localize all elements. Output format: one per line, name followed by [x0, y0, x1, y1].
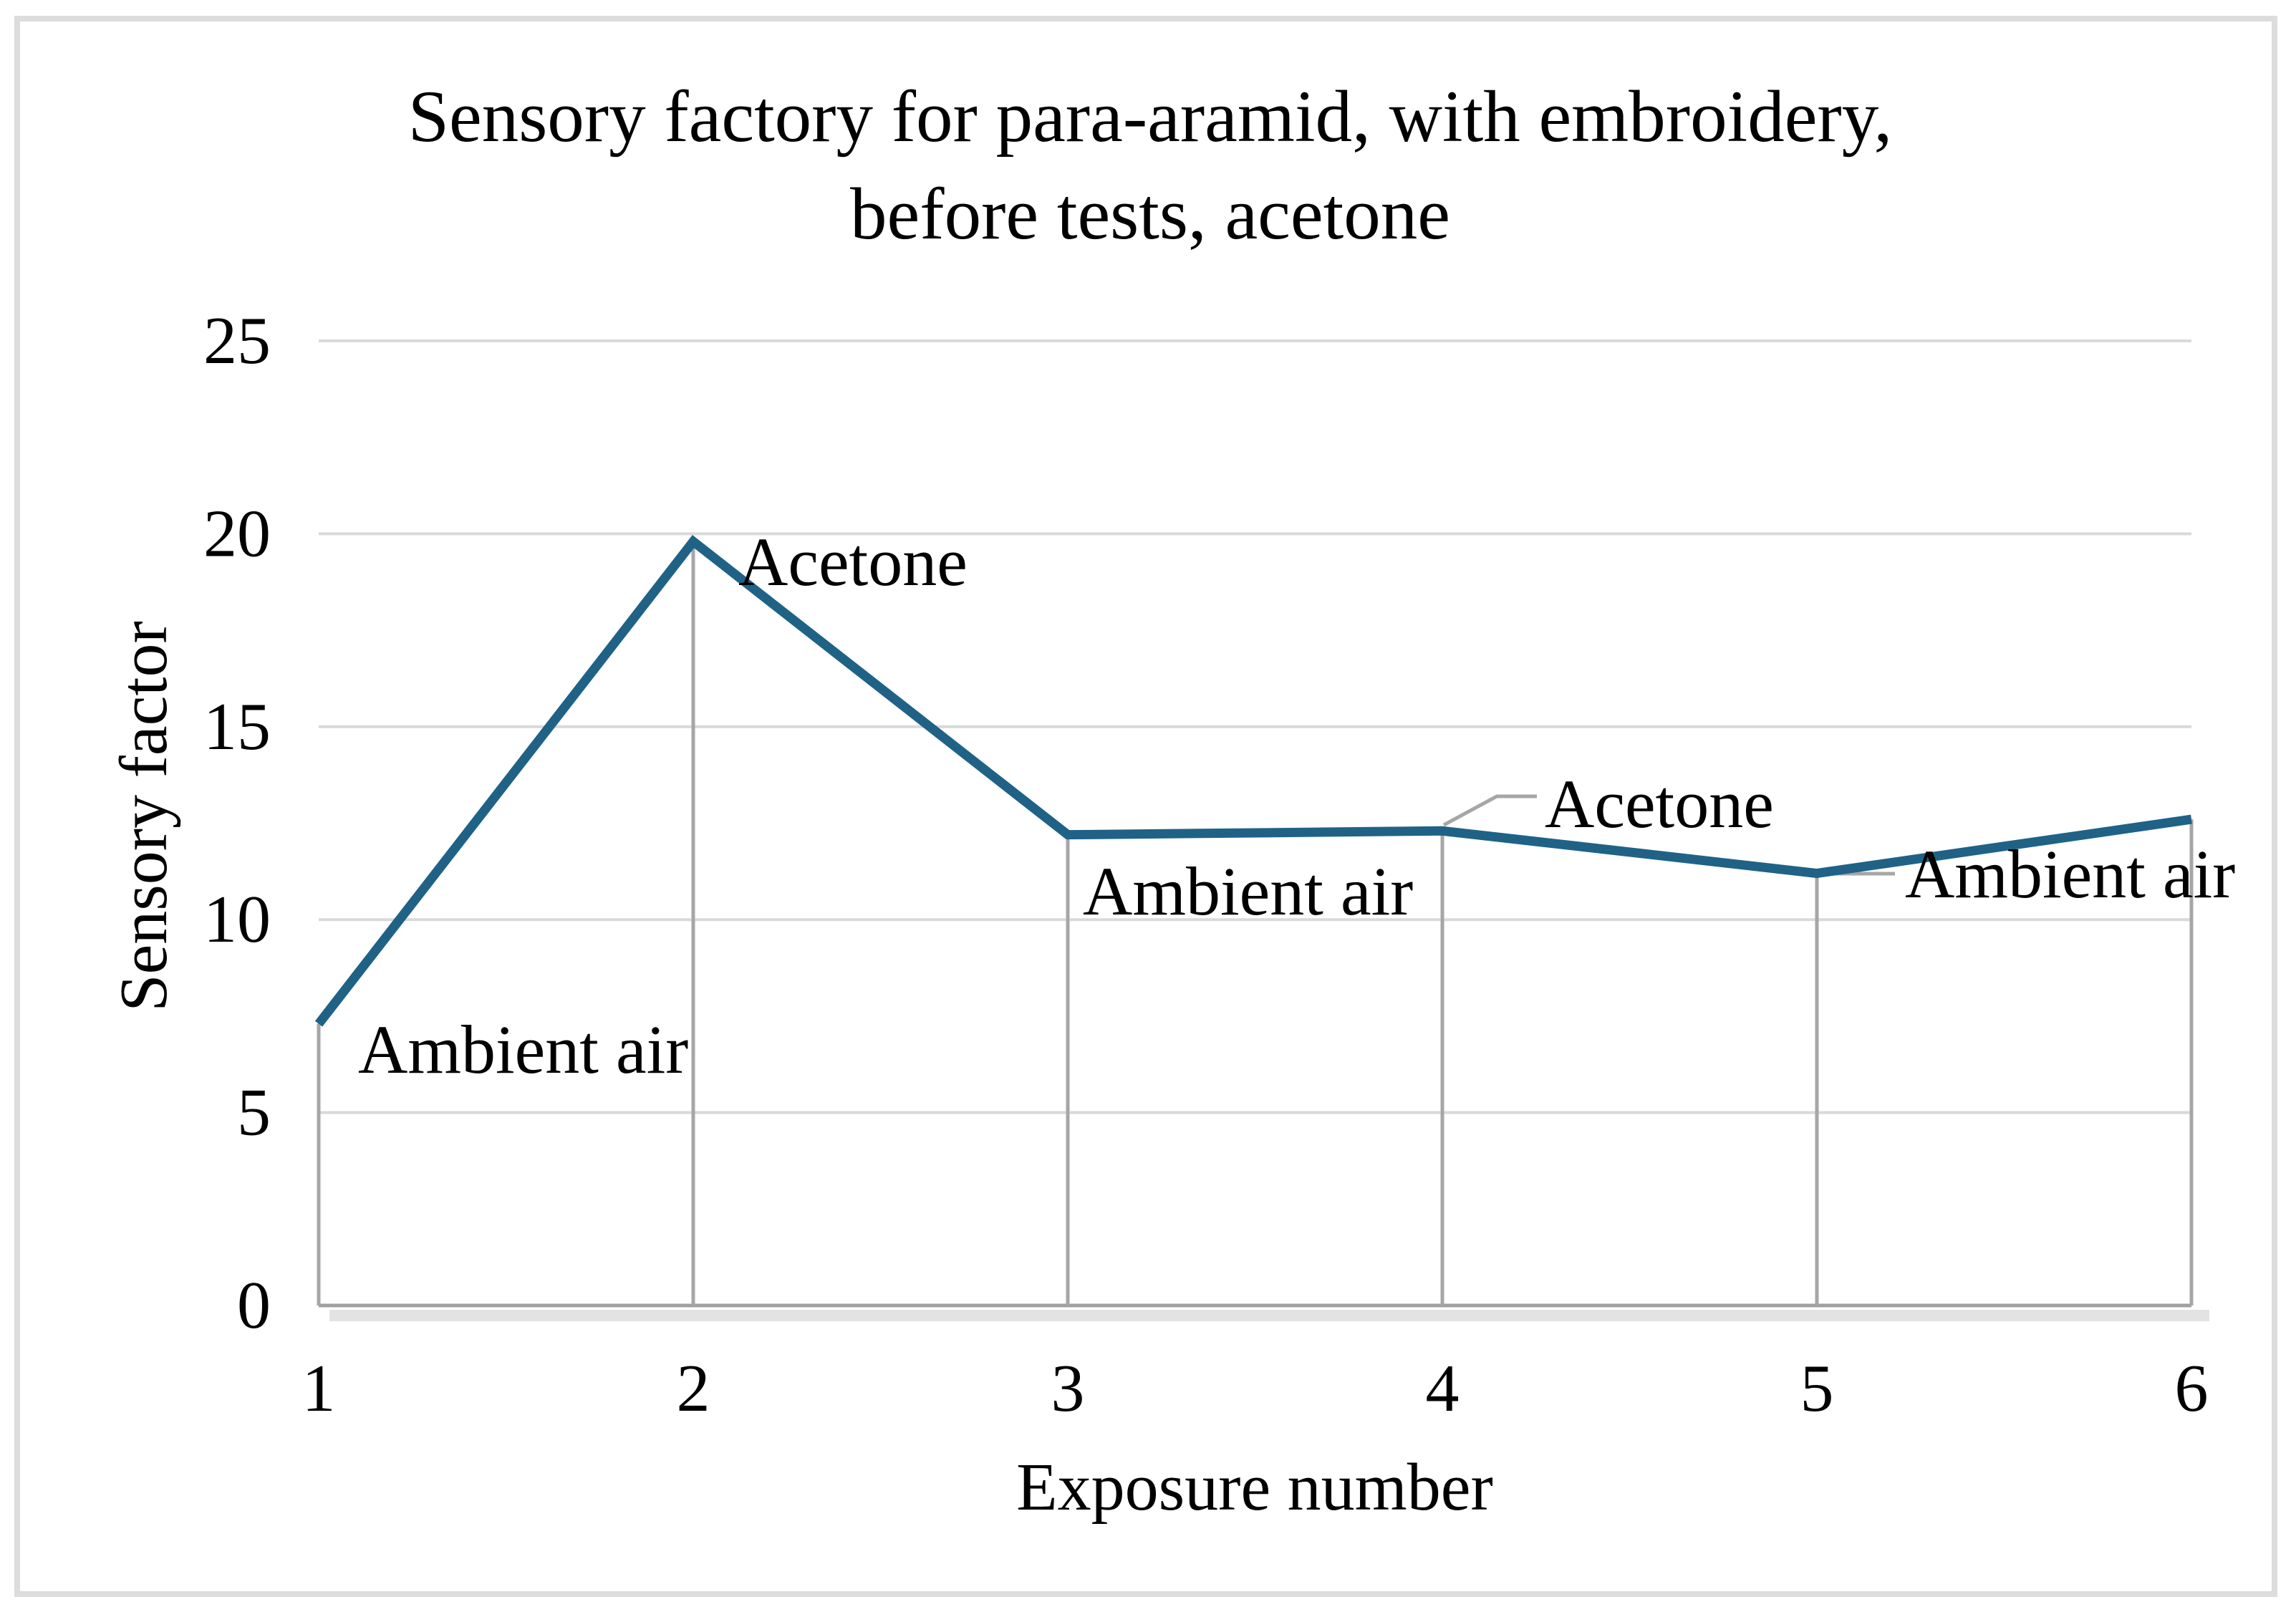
x-tick-label-5: 5 — [1800, 1351, 1834, 1426]
drop-line-layer — [317, 541, 2194, 1305]
gridline-layer — [319, 339, 2191, 1114]
x-tick-label-4: 4 — [1426, 1351, 1460, 1426]
axis-layer — [319, 1303, 2209, 1321]
x-axis-shadow — [329, 1310, 2209, 1321]
leader-line-annotation-4 — [1442, 794, 1537, 827]
tick-label-layer: 0 5 10 15 20 25 1 2 3 4 5 6 — [203, 304, 2209, 1426]
x-tick-label-2: 2 — [677, 1351, 710, 1426]
chart-title-line-2: before tests, acetone — [850, 173, 1450, 255]
y-tick-label-0: 0 — [237, 1268, 271, 1343]
y-axis-title: Sensory factor — [107, 621, 181, 1012]
annotation-acetone-4: Acetone — [1545, 766, 1774, 842]
chart-border-frame — [14, 16, 2277, 1597]
x-tick-label-1: 1 — [302, 1351, 336, 1426]
y-tick-label-25: 25 — [203, 304, 271, 378]
annotation-layer: Ambient air Acetone Ambient air Acetone Ambi… — [358, 523, 2235, 1088]
x-axis-title: Exposure number — [1016, 1450, 1493, 1525]
annotation-acetone-2: Acetone — [738, 523, 968, 600]
annotation-ambient-air-3: Ambient air — [1083, 853, 1413, 930]
data-series-layer — [314, 535, 2192, 1027]
annotation-ambient-air-1: Ambient air — [358, 1011, 688, 1088]
chart-title-line-1: Sensory factory for para-aramid, with em… — [408, 76, 1893, 158]
annotation-ambient-air-5: Ambient air — [1905, 836, 2235, 912]
y-tick-label-15: 15 — [203, 690, 271, 764]
series-sensory-factor-line — [314, 535, 2192, 1027]
x-tick-label-6: 6 — [2175, 1351, 2209, 1426]
y-tick-label-10: 10 — [203, 882, 271, 957]
x-tick-label-3: 3 — [1051, 1351, 1085, 1426]
y-tick-label-20: 20 — [203, 496, 271, 571]
y-tick-label-5: 5 — [237, 1076, 271, 1150]
